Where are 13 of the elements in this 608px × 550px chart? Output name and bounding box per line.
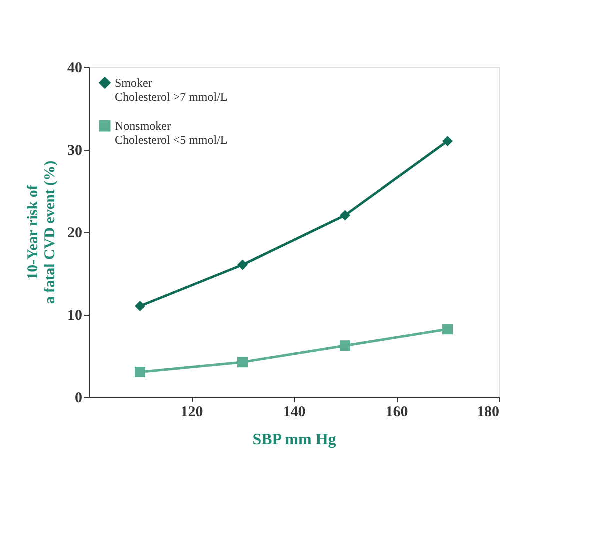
x-axis-title: SBP mm Hg [252, 432, 336, 448]
legend-label: Nonsmoker Cholesterol <5 mmol/L [115, 119, 228, 147]
y-axis-title: 10-Year risk of a fatal CVD event (%) [26, 160, 58, 304]
y-tick-label: 20 [68, 226, 82, 242]
y-tick-label: 40 [68, 60, 82, 76]
x-tick-label: 120 [180, 404, 204, 420]
legend-label: Smoker Cholesterol >7 mmol/L [115, 76, 228, 104]
y-tick-label: 0 [75, 390, 82, 406]
y-tick-label: 10 [68, 308, 82, 324]
x-tick-label: 160 [386, 404, 408, 420]
y-tick-label: 30 [68, 143, 82, 159]
x-tick-label: 140 [283, 404, 306, 420]
x-tick-label: 180 [477, 404, 500, 420]
